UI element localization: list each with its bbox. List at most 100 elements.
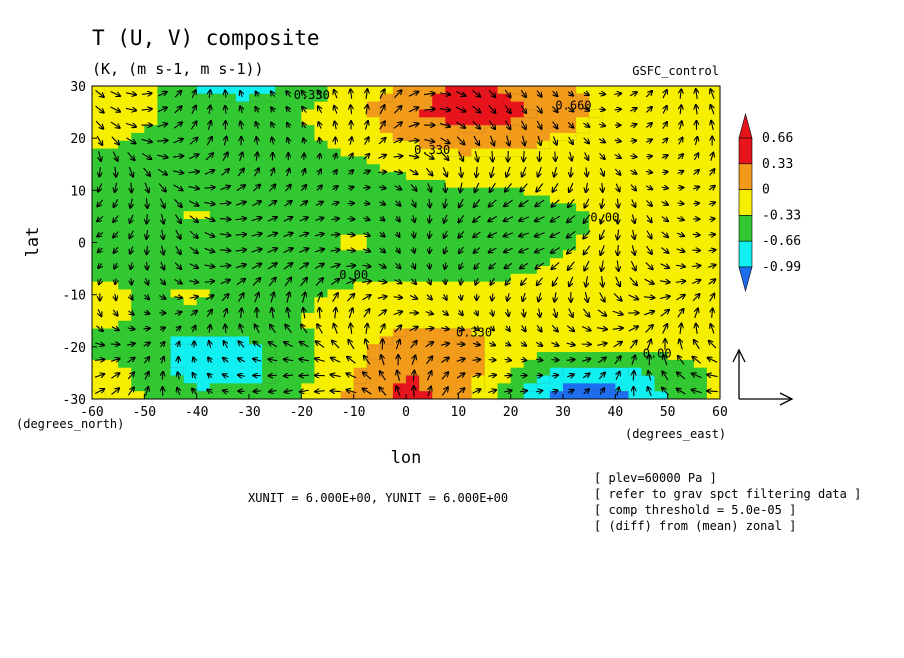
colorbar-segment: [739, 164, 752, 190]
field-cell: [105, 274, 119, 282]
field-cell: [393, 102, 407, 110]
field-cell: [380, 376, 394, 384]
field-cell: [341, 235, 355, 243]
field-cell: [144, 172, 158, 180]
field-cell: [458, 227, 472, 235]
field-cell: [419, 219, 433, 227]
field-cell: [171, 391, 185, 399]
field-cell: [367, 352, 381, 360]
field-cell: [419, 344, 433, 352]
field-cell: [615, 188, 629, 196]
field-cell: [615, 109, 629, 117]
field-cell: [615, 172, 629, 180]
field-cell: [210, 203, 224, 211]
field-cell: [131, 219, 145, 227]
y-tick-label: 10: [70, 184, 86, 199]
field-cell: [144, 188, 158, 196]
field-cell: [131, 391, 145, 399]
field-cell: [393, 180, 407, 188]
field-cell: [432, 352, 446, 360]
field-cell: [524, 180, 538, 188]
field-cell: [615, 125, 629, 133]
field-cell: [197, 235, 211, 243]
field-cell: [393, 94, 407, 102]
field-cell: [105, 196, 119, 204]
field-cell: [131, 329, 145, 337]
field-cell: [275, 360, 289, 368]
field-cell: [314, 117, 328, 125]
field-cell: [210, 172, 224, 180]
field-cell: [171, 219, 185, 227]
field-cell: [249, 383, 263, 391]
field-cell: [432, 235, 446, 243]
field-cell: [681, 94, 695, 102]
field-cell: [236, 141, 250, 149]
field-cell: [157, 344, 171, 352]
field-cell: [367, 266, 381, 274]
field-cell: [458, 172, 472, 180]
field-cell: [184, 344, 198, 352]
field-cell: [576, 250, 590, 258]
field-cell: [681, 227, 695, 235]
field-cell: [563, 141, 577, 149]
field-cell: [197, 274, 211, 282]
field-cell: [105, 391, 119, 399]
contour-label: 0.330: [294, 88, 330, 102]
field-cell: [485, 305, 499, 313]
field-cell: [157, 391, 171, 399]
y-tick-label: -30: [63, 393, 86, 408]
colorbar-top-arrow: [739, 114, 752, 138]
field-cell: [419, 180, 433, 188]
field-cell: [471, 344, 485, 352]
field-cell: [223, 360, 237, 368]
field-cell: [432, 368, 446, 376]
field-cell: [537, 211, 551, 219]
field-cell: [668, 125, 682, 133]
field-cell: [92, 289, 106, 297]
field-cell: [655, 188, 669, 196]
field-cell: [589, 282, 603, 290]
field-cell: [118, 94, 132, 102]
colorbar-segment: [739, 215, 752, 241]
field-cell: [485, 360, 499, 368]
field-cell: [628, 211, 642, 219]
field-cell: [524, 109, 538, 117]
field-cell: [301, 352, 315, 360]
field-cell: [485, 258, 499, 266]
field-cell: [694, 109, 708, 117]
field-cell: [105, 282, 119, 290]
colorbar-bottom-arrow: [739, 267, 752, 291]
field-cell: [197, 289, 211, 297]
field-cell: [485, 297, 499, 305]
field-cell: [445, 235, 459, 243]
field-cell: [92, 313, 106, 321]
field-cell: [380, 305, 394, 313]
field-cell: [354, 329, 368, 337]
field-cell: [210, 149, 224, 157]
field-cell: [524, 266, 538, 274]
field-cell: [419, 274, 433, 282]
field-cell: [367, 203, 381, 211]
field-cell: [131, 149, 145, 157]
field-cell: [380, 133, 394, 141]
field-cell: [550, 172, 564, 180]
field-cell: [328, 180, 342, 188]
field-cell: [184, 336, 198, 344]
field-cell: [328, 258, 342, 266]
field-cell: [184, 172, 198, 180]
field-cell: [314, 133, 328, 141]
field-cell: [602, 196, 616, 204]
field-cell: [471, 266, 485, 274]
field-cell: [301, 376, 315, 384]
field-cell: [131, 344, 145, 352]
wind-vector: [299, 375, 309, 376]
field-cell: [367, 188, 381, 196]
wind-vector: [429, 247, 430, 254]
field-cell: [628, 164, 642, 172]
contour-label: 0.330: [414, 143, 450, 157]
field-cell: [354, 321, 368, 329]
field-cell: [615, 297, 629, 305]
field-cell: [118, 180, 132, 188]
field-cell: [105, 250, 119, 258]
field-cell: [498, 149, 512, 157]
